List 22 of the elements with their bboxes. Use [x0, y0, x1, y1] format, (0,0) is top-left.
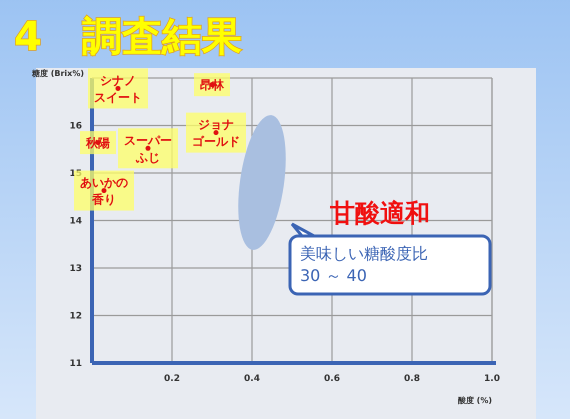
chart-title: 4 調査結果 [14, 14, 242, 60]
x-tick-label: 0.6 [324, 374, 340, 384]
x-tick-label: 0.8 [404, 374, 420, 384]
y-tick-label: 11 [69, 359, 82, 369]
x-tick-label: 1.0 [484, 374, 500, 384]
data-label: スーパーふじ [124, 133, 172, 164]
data-label: ジョナゴールド [192, 118, 240, 149]
y-tick-label: 13 [69, 264, 82, 274]
annotation: 甘酸適和 [329, 198, 430, 228]
x-tick-label: 0.4 [244, 374, 260, 384]
annotation: 美味しい糖酸度比 30 ～ 40 [300, 244, 428, 285]
data-label: シナノスイート [94, 73, 142, 104]
y-tick-label: 14 [69, 216, 82, 226]
point [146, 146, 150, 151]
data-label: あいかの香り [80, 176, 128, 207]
point [214, 130, 218, 136]
y-axis-title: 糖度 (Brix%) [30, 68, 84, 78]
y-tick-label: 12 [69, 312, 82, 322]
x-axis-title: 酸度 (%) [458, 395, 492, 405]
x-tick-label: 0.2 [164, 374, 180, 384]
y-tick-label: 16 [69, 122, 82, 132]
y-tick-label: 15 [69, 169, 82, 179]
